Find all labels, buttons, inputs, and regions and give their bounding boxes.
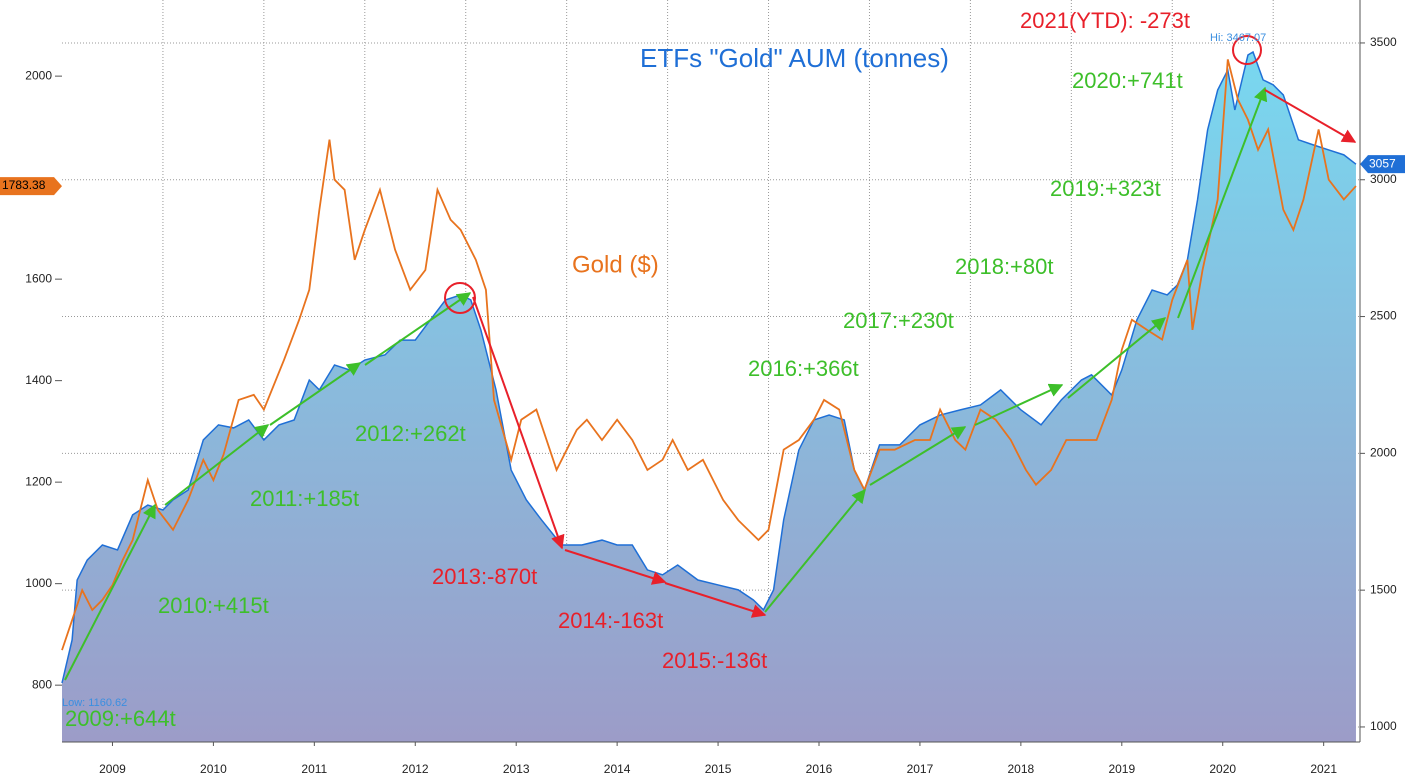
x-tick-label: 2011: [301, 762, 327, 776]
annotation: 2021(YTD): -273t: [1020, 8, 1190, 33]
arrow: [1177, 86, 1268, 319]
plot: [61, 50, 1357, 743]
annotation: Low: 1160.62: [62, 697, 127, 709]
x-tick-label: 2009: [99, 762, 126, 776]
arrow: [269, 362, 362, 426]
x-tick-label: 2014: [604, 762, 631, 776]
area-fill: [62, 51, 1356, 743]
arrow: [472, 296, 565, 550]
y2-tick-label: 2000: [1370, 446, 1397, 460]
highlight-circle: [444, 282, 476, 314]
y-tick-label: 1600: [25, 271, 52, 285]
annotation: 2015:-136t: [662, 648, 767, 673]
x-tick-label: 2015: [705, 762, 732, 776]
x-tick-label: 2018: [1008, 762, 1035, 776]
y2-tick-label: 2500: [1370, 309, 1397, 323]
annotation: 2019:+323t: [1050, 176, 1161, 201]
last-value-label: 1783.38: [2, 178, 46, 192]
arrow: [764, 488, 866, 613]
y-tick-label: 1400: [25, 373, 52, 387]
series-label: Gold ($): [572, 251, 659, 278]
x-tick-label: 2016: [806, 762, 833, 776]
y2-tick-label: 1000: [1370, 719, 1397, 733]
x-tick-label: 2021: [1310, 762, 1337, 776]
y-tick-label: 800: [32, 677, 52, 691]
arrow: [564, 549, 667, 585]
x-tick-label: 2012: [402, 762, 429, 776]
y-tick-label: 1000: [25, 576, 52, 590]
arrow: [1067, 317, 1167, 399]
x-tick-label: 2017: [907, 762, 934, 776]
y2-tick-label: 1500: [1370, 582, 1397, 596]
y-tick-label: 2000: [25, 68, 52, 82]
annotation: 2009:+644t: [65, 706, 176, 731]
arrow: [664, 582, 767, 618]
last-value-tag: [1360, 155, 1405, 174]
arrow: [364, 292, 472, 366]
annotation: 2020:+741t: [1072, 68, 1183, 93]
arrow: [64, 503, 156, 681]
labels: 2009 2010 2011 2012 2013 2014 2015 2016 2017 2018…: [0, 8, 1405, 776]
annotation: 2018:+80t: [955, 254, 1053, 279]
arrow: [1264, 89, 1357, 143]
annotation: 2017:+230t: [843, 308, 954, 333]
series-label: ETFs "Gold" AUM (tonnes): [640, 43, 949, 73]
x-tick-label: 2013: [503, 762, 530, 776]
annotation: 2014:-163t: [558, 608, 663, 633]
last-value-label: 3057: [1369, 156, 1396, 170]
x-tick-label: 2019: [1108, 762, 1135, 776]
annotation: 2013:-870t: [432, 564, 537, 589]
y2-tick-label: 3000: [1370, 172, 1397, 186]
annotation: 2010:+415t: [158, 593, 269, 618]
annotation: 2016:+366t: [748, 356, 859, 381]
annotation: 2012:+262t: [355, 421, 466, 446]
highlight-circle: [1232, 35, 1262, 65]
x-tick-label: 2020: [1209, 762, 1236, 776]
y2-tick-label: 3500: [1370, 35, 1397, 49]
arrow: [164, 424, 270, 506]
arrows: [64, 35, 1357, 681]
arrow: [974, 383, 1064, 426]
y-tick-label: 1200: [25, 474, 52, 488]
last-value-tag: [0, 177, 62, 196]
arrow: [869, 426, 967, 486]
annotation: Hi: 3467.07: [1210, 32, 1266, 44]
x-tick-label: 2010: [200, 762, 227, 776]
annotation: 2011:+185t: [250, 486, 359, 511]
price-line: [61, 59, 1357, 651]
